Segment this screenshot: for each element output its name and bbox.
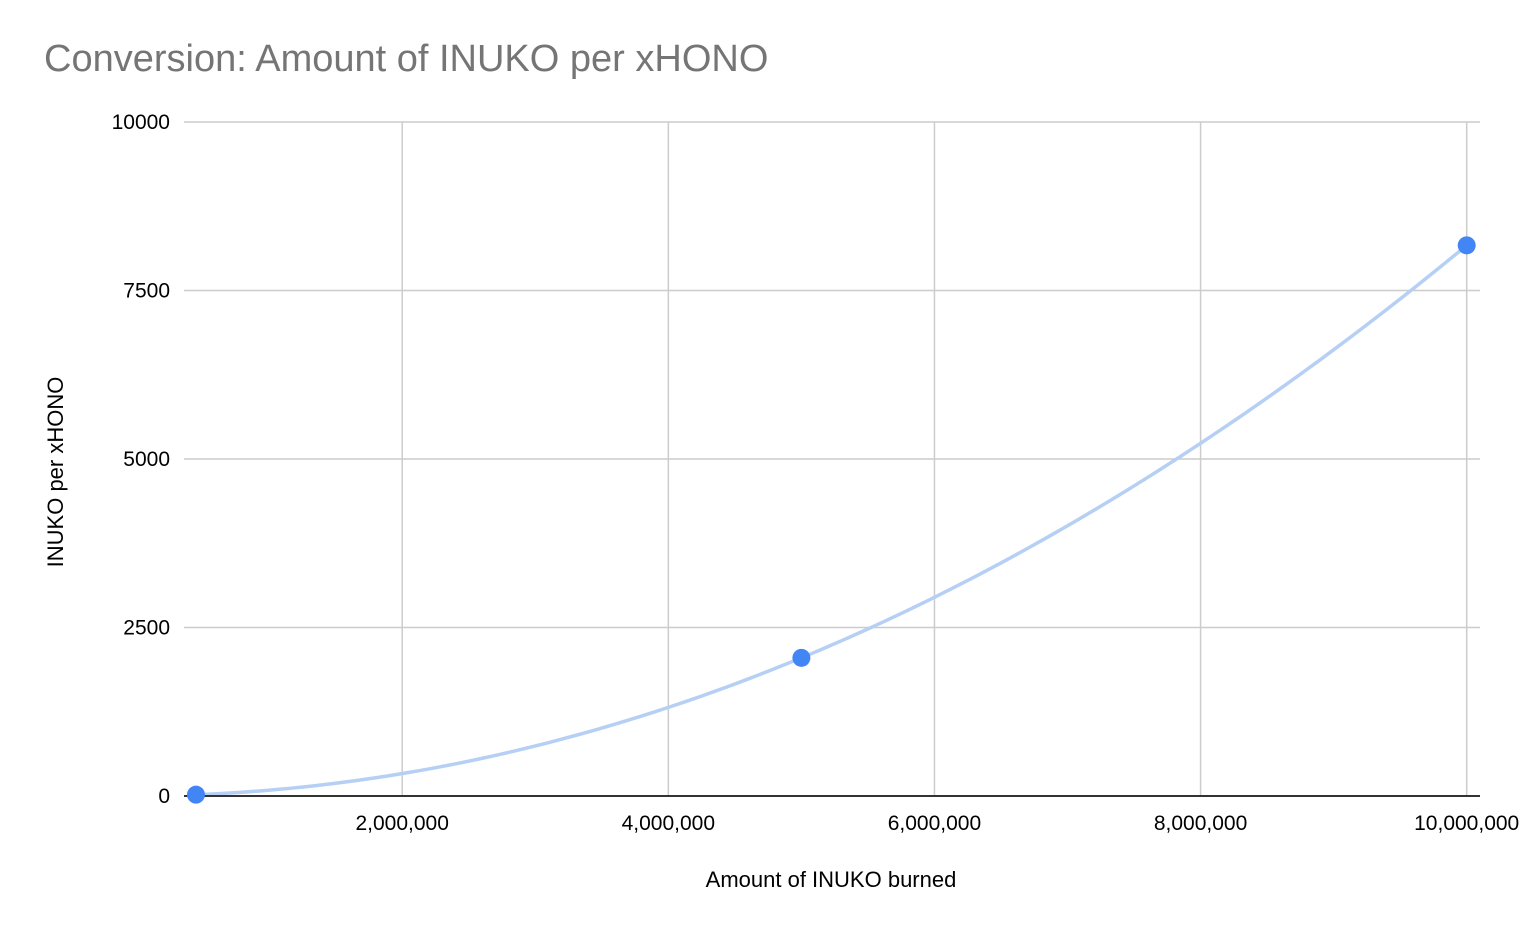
y-tick-label: 10000 (112, 111, 170, 134)
y-tick-label: 5000 (123, 448, 170, 471)
x-tick-label: 8,000,000 (1154, 812, 1247, 835)
y-tick-label: 7500 (123, 280, 170, 303)
data-point (186, 785, 205, 804)
x-tick-label: 10,000,000 (1414, 812, 1519, 835)
y-tick-label: 0 (158, 785, 170, 808)
x-tick-label: 4,000,000 (622, 812, 715, 835)
points-layer (186, 236, 1476, 804)
trendline (194, 243, 1469, 797)
y-axis-label: INUKO per xHONO (43, 377, 68, 568)
x-axis-label: Amount of INUKO burned (706, 867, 957, 892)
data-point (1457, 236, 1476, 255)
data-point (792, 648, 811, 667)
tick-labels: 0 2500 5000 7500 10000 2,000,000 4,000,000 6,00… (112, 111, 1520, 835)
chart-title: Conversion: Amount of INUKO per xHONO (44, 38, 768, 80)
x-tick-label: 2,000,000 (355, 812, 448, 835)
trendline-layer (194, 243, 1469, 797)
grid-layer (184, 121, 1480, 796)
x-tick-label: 6,000,000 (888, 812, 981, 835)
y-tick-label: 2500 (123, 617, 170, 640)
